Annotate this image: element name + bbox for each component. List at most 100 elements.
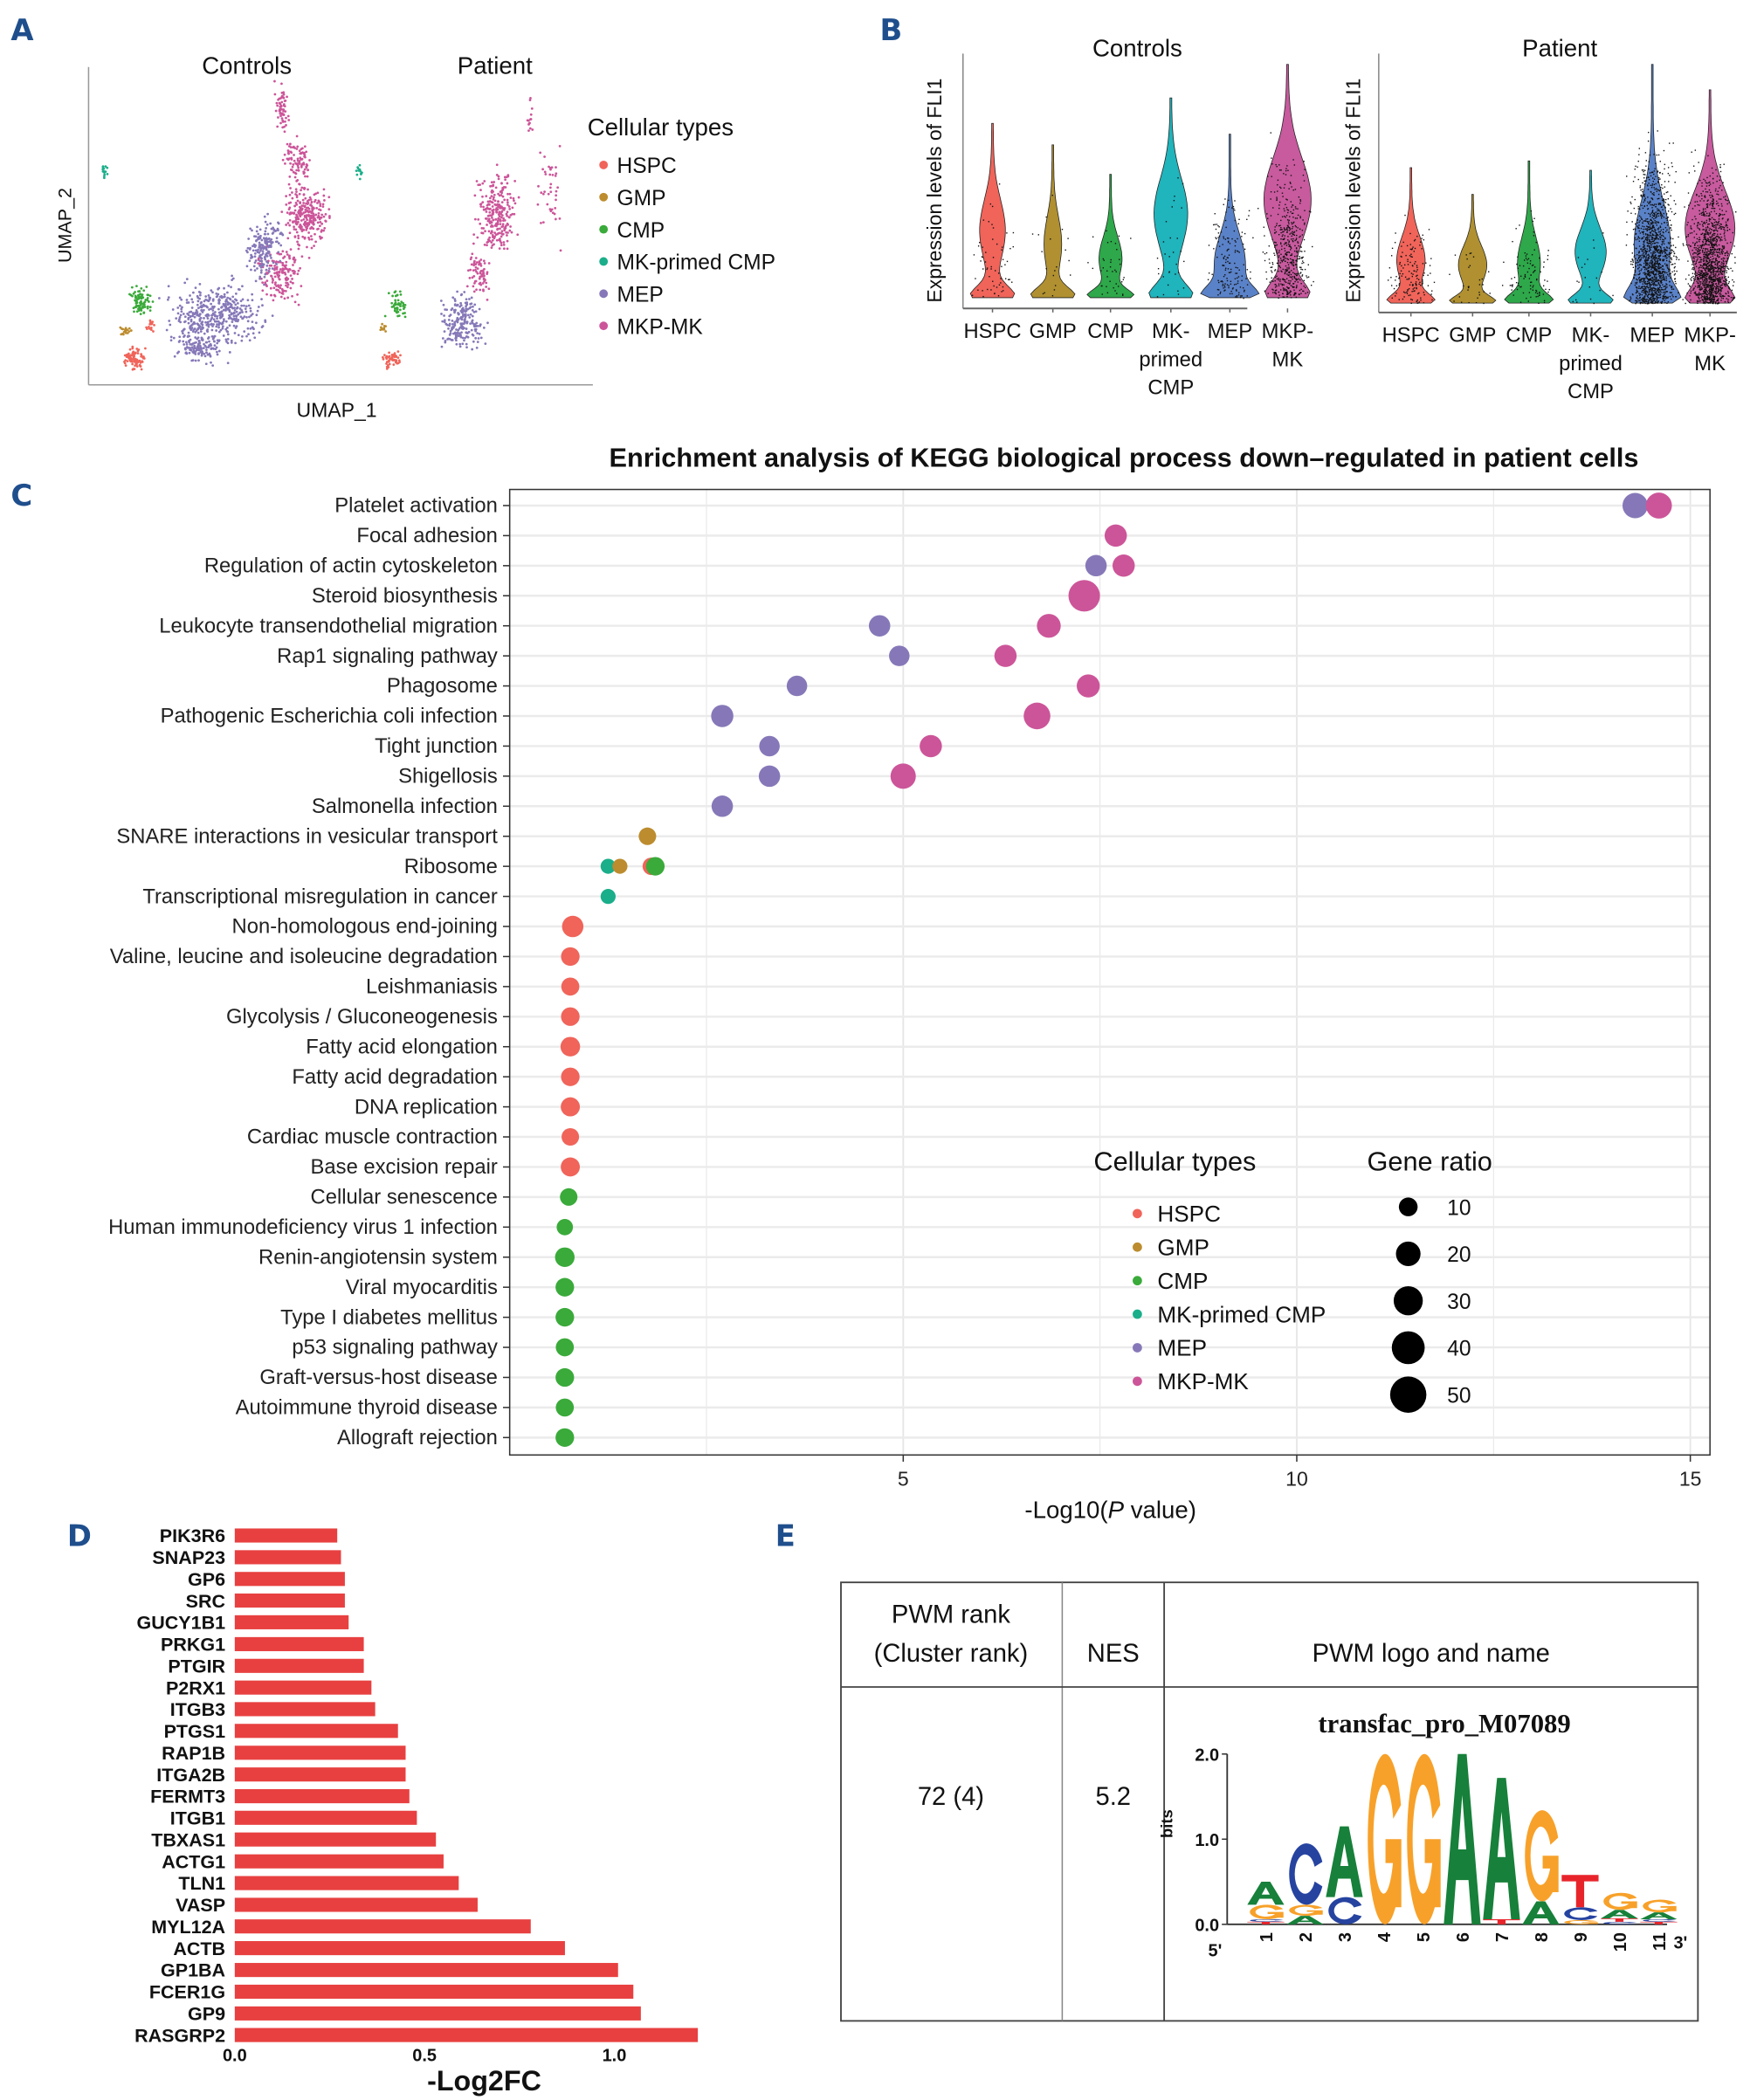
umap-point (250, 313, 252, 317)
violin-point (1286, 228, 1288, 230)
umap-point (457, 313, 460, 316)
violin-point (1280, 219, 1282, 222)
violin-point (1295, 286, 1298, 289)
umap-point (491, 231, 493, 234)
violin-point (1292, 259, 1294, 261)
umap-point (198, 283, 202, 286)
umap-point (310, 211, 314, 215)
violin-point (1652, 265, 1654, 268)
violin-point (1224, 269, 1227, 271)
violin-point (1290, 254, 1292, 257)
violin-point (1280, 231, 1282, 234)
umap-point (465, 342, 468, 346)
violin-point (1293, 294, 1295, 296)
umap-point (190, 359, 194, 362)
violin-point (1658, 262, 1661, 265)
violin-point (1652, 256, 1654, 258)
violin-point (1279, 262, 1282, 264)
violin-point (1246, 218, 1248, 221)
umap-point (288, 206, 292, 210)
violin-point (1634, 284, 1636, 286)
violin-point (1660, 215, 1662, 217)
umap-point (126, 360, 129, 362)
violin-point (1659, 236, 1662, 238)
umap-point (382, 324, 386, 327)
violin-point (1287, 274, 1289, 277)
violin-point (1652, 277, 1654, 279)
violin-point (1653, 218, 1655, 220)
violin-point (1271, 288, 1273, 291)
violin-point (1656, 278, 1657, 279)
umap-point (482, 259, 486, 263)
umap-point (483, 262, 486, 265)
violin-point (1264, 259, 1266, 262)
umap-point (249, 227, 252, 231)
violin-point (1306, 277, 1308, 279)
violin-point (1636, 295, 1638, 297)
violin-point (1421, 284, 1423, 286)
umap-point (307, 222, 310, 224)
violin-point (1647, 201, 1649, 203)
violin-point (1294, 273, 1297, 275)
umap-point (489, 196, 492, 200)
umap-point (499, 223, 502, 226)
violin-point (1638, 266, 1640, 268)
violin-point (1641, 268, 1643, 270)
umap-point (210, 307, 213, 311)
violin-point (1654, 255, 1656, 257)
umap-point (134, 295, 138, 299)
violin-point (1638, 154, 1640, 155)
violin-point (1282, 287, 1285, 289)
violin-point (1673, 213, 1675, 216)
violin-point (1276, 199, 1278, 202)
violin-point (1656, 280, 1657, 282)
umap-point (482, 272, 485, 274)
violin-point (1645, 262, 1648, 264)
umap-point (146, 297, 149, 300)
violin-point (1651, 254, 1653, 257)
violin-point (1650, 252, 1652, 254)
umap-point (203, 332, 206, 335)
violin-category-label: CMP (1506, 324, 1552, 348)
umap-point (200, 308, 203, 312)
violin-point (1416, 287, 1417, 290)
violin-point (1647, 263, 1649, 265)
violin-point (1548, 288, 1550, 291)
umap-point (475, 261, 479, 264)
violin-point (1276, 165, 1278, 168)
umap-point (277, 116, 279, 119)
umap-point (556, 186, 560, 189)
violin-point (1278, 283, 1280, 285)
violin-point (1271, 277, 1272, 279)
violin-point (1668, 181, 1670, 182)
umap-point (207, 320, 210, 324)
umap-point (210, 328, 214, 332)
violin-point (1526, 253, 1528, 255)
violin-point (982, 256, 983, 258)
violin-point (1645, 177, 1648, 179)
violin-point (1515, 228, 1517, 230)
violin-point (1649, 247, 1650, 249)
umap-point (396, 303, 399, 306)
violin-point (1657, 203, 1660, 205)
umap-point (169, 339, 173, 342)
umap-point (465, 302, 468, 306)
umap-point (305, 215, 307, 217)
umap-point (443, 330, 446, 334)
umap-point (510, 231, 513, 234)
umap-point (459, 335, 463, 339)
violin-point (1421, 248, 1423, 250)
violin-point (1061, 229, 1064, 231)
umap-point (249, 306, 252, 310)
violin-point (1234, 219, 1237, 222)
violin-point (1454, 254, 1457, 256)
violin-point (1661, 268, 1664, 270)
violin-point (1648, 236, 1650, 238)
violin-point (990, 265, 992, 268)
umap-point (216, 317, 218, 320)
violin-point (1659, 251, 1661, 253)
umap-point (481, 182, 485, 185)
violin-point (1659, 264, 1662, 265)
umap-point (302, 218, 306, 221)
umap-point (226, 338, 230, 341)
